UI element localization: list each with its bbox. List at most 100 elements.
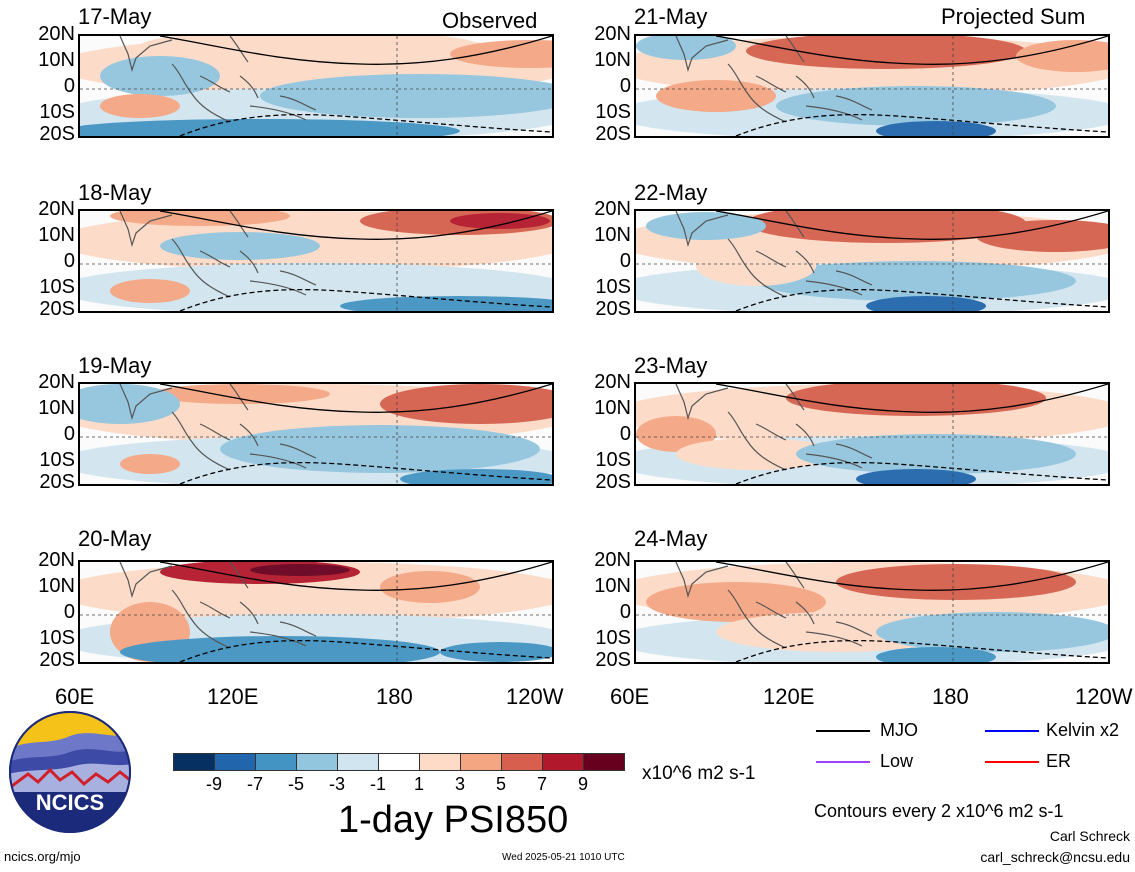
lat-label: 20S — [595, 298, 631, 320]
lat-label: 0 — [63, 75, 75, 97]
chart-title: 1-day PSI850 — [338, 799, 569, 841]
lat-label: 0 — [619, 423, 631, 445]
colorbar-swatch — [173, 753, 215, 771]
lon-label: 120E — [207, 684, 259, 709]
lon-label: 120W — [1075, 684, 1133, 709]
colorbar-swatch — [419, 753, 461, 771]
colorbar-tick-label: 1 — [413, 774, 424, 794]
lat-label: 10S — [595, 276, 631, 298]
lat-label: 10S — [595, 101, 631, 123]
lat-label: 20S — [39, 123, 75, 145]
colorbar-swatch — [255, 753, 297, 771]
colorbar-tick-label: 9 — [577, 774, 588, 794]
colorbar-tick-label: -9 — [205, 774, 222, 794]
colorbar-swatch — [460, 753, 502, 771]
colorbar-tick-label: -3 — [328, 774, 345, 794]
timestamp: Wed 2025-05-21 1010 UTC — [502, 852, 625, 863]
lat-label: 20S — [595, 471, 631, 493]
legend-label-kelvin: Kelvin x2 — [1046, 720, 1120, 740]
colorbar-units: x10^6 m2 s-1 — [642, 763, 756, 784]
lat-label: 10S — [39, 101, 75, 123]
legend-line-mjo — [816, 730, 870, 732]
lat-label: 20N — [594, 23, 631, 45]
colorbar-swatch — [542, 753, 584, 771]
lat-label: 20S — [595, 123, 631, 145]
site-url: ncics.org/mjo — [4, 849, 81, 864]
lat-label: 20S — [39, 471, 75, 493]
credit-email: carl_schreck@ncsu.edu — [980, 849, 1130, 865]
lat-label: 10N — [38, 224, 75, 246]
colorbar-tick-label: -1 — [369, 774, 386, 794]
date-label: 18-May — [78, 180, 152, 205]
map-panel — [78, 382, 554, 486]
date-label: 23-May — [634, 353, 708, 378]
map-panel — [78, 560, 554, 664]
legend-line-er — [985, 761, 1039, 763]
legend-label-er: ER — [1046, 751, 1072, 771]
lon-label: 60E — [55, 684, 95, 709]
lat-label: 10N — [38, 575, 75, 597]
legend-line-low — [816, 761, 870, 763]
lat-label: 10N — [38, 397, 75, 419]
colorbar-tick-label: 7 — [536, 774, 547, 794]
lat-label: 20S — [595, 649, 631, 671]
lat-label: 10N — [38, 49, 75, 71]
lon-label: 60E — [610, 684, 650, 709]
lat-label: 10S — [595, 449, 631, 471]
colorbar-swatch — [296, 753, 338, 771]
colorbar-swatch — [583, 753, 625, 771]
map-panel — [78, 209, 554, 313]
colorbar-swatch — [214, 753, 256, 771]
map-panel — [634, 382, 1110, 486]
date-label: 22-May — [634, 180, 708, 205]
lat-label: 0 — [619, 75, 631, 97]
lat-label: 20N — [38, 198, 75, 220]
observed-header: Observed — [442, 8, 538, 33]
lat-label: 10N — [594, 49, 631, 71]
colorbar-tick-label: 3 — [454, 774, 465, 794]
date-label: 24-May — [634, 526, 708, 551]
lat-label: 0 — [619, 250, 631, 272]
lat-label: 20N — [594, 198, 631, 220]
colorbar-swatch — [501, 753, 543, 771]
map-panel — [634, 34, 1110, 138]
lat-label: 10N — [594, 397, 631, 419]
legend-label-mjo: MJO — [880, 720, 918, 740]
colorbar-swatch — [378, 753, 420, 771]
credit-name: Carl Schreck — [1049, 828, 1130, 844]
lat-label: 10S — [595, 627, 631, 649]
map-panel — [78, 34, 554, 138]
ncics-logo: NCICS — [8, 710, 132, 834]
lon-label: 120E — [763, 684, 815, 709]
date-label: 20-May — [78, 526, 152, 551]
lon-label: 120W — [506, 684, 564, 709]
lat-label: 20N — [38, 23, 75, 45]
lat-label: 0 — [63, 250, 75, 272]
lat-label: 10S — [39, 276, 75, 298]
lat-label: 0 — [63, 423, 75, 445]
lat-label: 10S — [39, 627, 75, 649]
legend-label-low: Low — [880, 751, 914, 771]
logo-text: NCICS — [36, 790, 104, 815]
legend-line-kelvin — [985, 730, 1039, 732]
map-panel — [634, 209, 1110, 313]
lat-label: 20N — [594, 371, 631, 393]
projected-sum-header: Projected Sum — [941, 4, 1086, 29]
lat-label: 20S — [39, 298, 75, 320]
date-label: 21-May — [634, 4, 708, 29]
colorbar-tick-label: -7 — [246, 774, 263, 794]
lon-label: 180 — [376, 684, 413, 709]
map-panel — [634, 560, 1110, 664]
colorbar-tick-label: -5 — [287, 774, 304, 794]
lat-label: 10N — [594, 575, 631, 597]
colorbar-swatch — [337, 753, 379, 771]
lat-label: 20N — [594, 549, 631, 571]
lat-label: 10S — [39, 449, 75, 471]
lat-label: 0 — [619, 601, 631, 623]
lat-label: 20N — [38, 371, 75, 393]
colorbar-tick-label: 5 — [495, 774, 506, 794]
lon-label: 180 — [932, 684, 969, 709]
contour-note: Contours every 2 x10^6 m2 s-1 — [814, 801, 1064, 821]
lat-label: 10N — [594, 224, 631, 246]
lat-label: 20S — [39, 649, 75, 671]
